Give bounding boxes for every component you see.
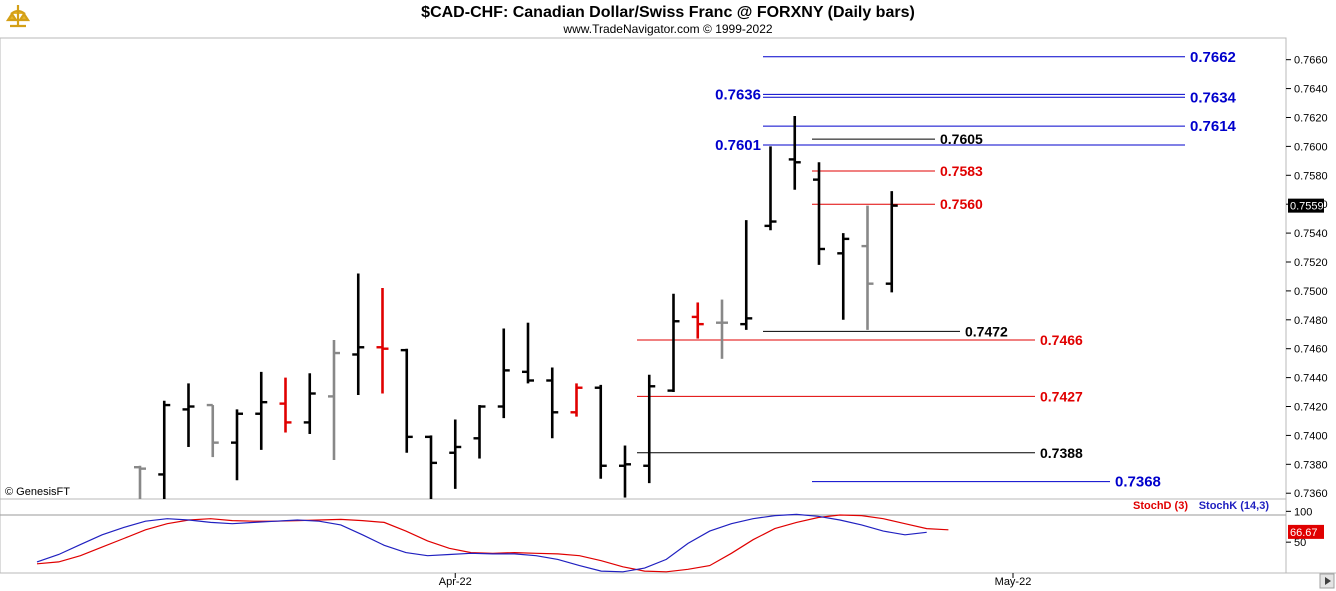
price-tick-label: 0.7640 xyxy=(1294,84,1328,96)
level-label: 0.7560 xyxy=(940,196,983,212)
ohlc-bar xyxy=(619,445,631,498)
level-label: 0.7601 xyxy=(715,137,761,154)
price-tick-label: 0.7660 xyxy=(1294,55,1328,67)
date-tick-label: May-22 xyxy=(995,576,1032,588)
ohlc-bar xyxy=(158,400,171,499)
price-tick-label: 0.7620 xyxy=(1294,112,1328,124)
level-label: 0.7466 xyxy=(1040,332,1083,348)
price-tick-label: 0.7500 xyxy=(1294,286,1328,298)
ohlc-bar xyxy=(182,383,195,447)
ohlc-bar xyxy=(303,373,316,434)
scroll-right-button[interactable] xyxy=(1319,573,1335,589)
level-label: 0.7427 xyxy=(1040,388,1083,404)
ohlc-bar xyxy=(279,377,292,433)
price-tick-label: 0.7460 xyxy=(1294,344,1328,356)
level-label: 0.7583 xyxy=(940,163,983,179)
ohlc-bar xyxy=(740,220,753,330)
arrow-right-icon xyxy=(1325,577,1331,585)
ohlc-bar xyxy=(425,435,437,499)
price-tick-label: 0.7540 xyxy=(1294,228,1328,240)
ohlc-bar xyxy=(885,191,898,293)
ohlc-bar xyxy=(546,367,559,439)
level-label: 0.7634 xyxy=(1190,89,1237,106)
last-price-label: 0.7559 xyxy=(1290,201,1324,213)
price-tick-label: 0.7580 xyxy=(1294,170,1328,182)
ohlc-bar xyxy=(134,465,146,499)
level-label: 0.7614 xyxy=(1190,118,1237,135)
ohlc-bar xyxy=(837,233,850,320)
watermark-text: © GenesisFT xyxy=(5,486,70,498)
stoch-last-badge xyxy=(1288,524,1324,539)
legend-stochk: StochK (14,3) xyxy=(1199,500,1270,512)
ohlc-bar xyxy=(255,371,268,450)
date-tick-label: Apr-22 xyxy=(439,576,472,588)
ohlc-bar xyxy=(352,273,365,395)
price-tick-label: 0.7400 xyxy=(1294,430,1328,442)
ohlc-bar xyxy=(594,384,607,479)
ohlc-bar xyxy=(716,299,728,359)
price-tick-label: 0.7420 xyxy=(1294,402,1328,414)
ohlc-bar xyxy=(570,383,583,417)
level-label: 0.7388 xyxy=(1040,445,1083,461)
price-tick-label: 0.7380 xyxy=(1294,459,1328,471)
level-label: 0.7636 xyxy=(715,86,761,103)
ohlc-bar xyxy=(861,205,874,330)
ohlc-bar xyxy=(788,116,801,190)
price-tick-label: 0.7600 xyxy=(1294,141,1328,153)
stoch-tick-label: 100 xyxy=(1294,506,1312,518)
ohlc-bar xyxy=(231,409,243,481)
level-label: 0.7605 xyxy=(940,131,983,147)
ohlc-bar xyxy=(691,302,704,339)
level-label: 0.7662 xyxy=(1190,49,1236,66)
ohlc-bar xyxy=(206,403,219,458)
ohlc-bar xyxy=(522,322,534,384)
stoch-k-line xyxy=(36,513,927,573)
ohlc-bar xyxy=(667,293,680,393)
level-label: 0.7368 xyxy=(1115,474,1161,491)
logo-icon xyxy=(3,3,33,31)
ohlc-bar xyxy=(764,146,777,231)
ohlc-bar xyxy=(400,348,413,453)
chart-title: $CAD-CHF: Canadian Dollar/Swiss Franc @ … xyxy=(421,4,915,21)
ohlc-bar xyxy=(473,405,486,459)
price-tick-label: 0.7480 xyxy=(1294,315,1328,327)
price-tick-label: 0.7520 xyxy=(1294,257,1328,269)
stochastic-panel xyxy=(0,498,1287,574)
price-panel xyxy=(0,37,1287,500)
price-tick-label: 0.7360 xyxy=(1294,488,1328,500)
ohlc-bar xyxy=(328,340,340,460)
last-price-badge xyxy=(1288,198,1324,213)
stoch-tick-label: 50 xyxy=(1294,537,1306,549)
ohlc-bar xyxy=(643,374,656,484)
ohlc-bar xyxy=(449,419,462,489)
level-label: 0.7472 xyxy=(965,323,1008,339)
ohlc-bar xyxy=(497,328,510,419)
price-tick-label: 0.7440 xyxy=(1294,373,1328,385)
legend-stochd: StochD (3) xyxy=(1133,500,1188,512)
chart-subtitle: www.TradeNavigator.com © 1999-2022 xyxy=(562,22,772,36)
ohlc-bar xyxy=(813,162,825,265)
stoch-last-label: 66.67 xyxy=(1290,527,1318,539)
ohlc-bar xyxy=(376,288,389,394)
